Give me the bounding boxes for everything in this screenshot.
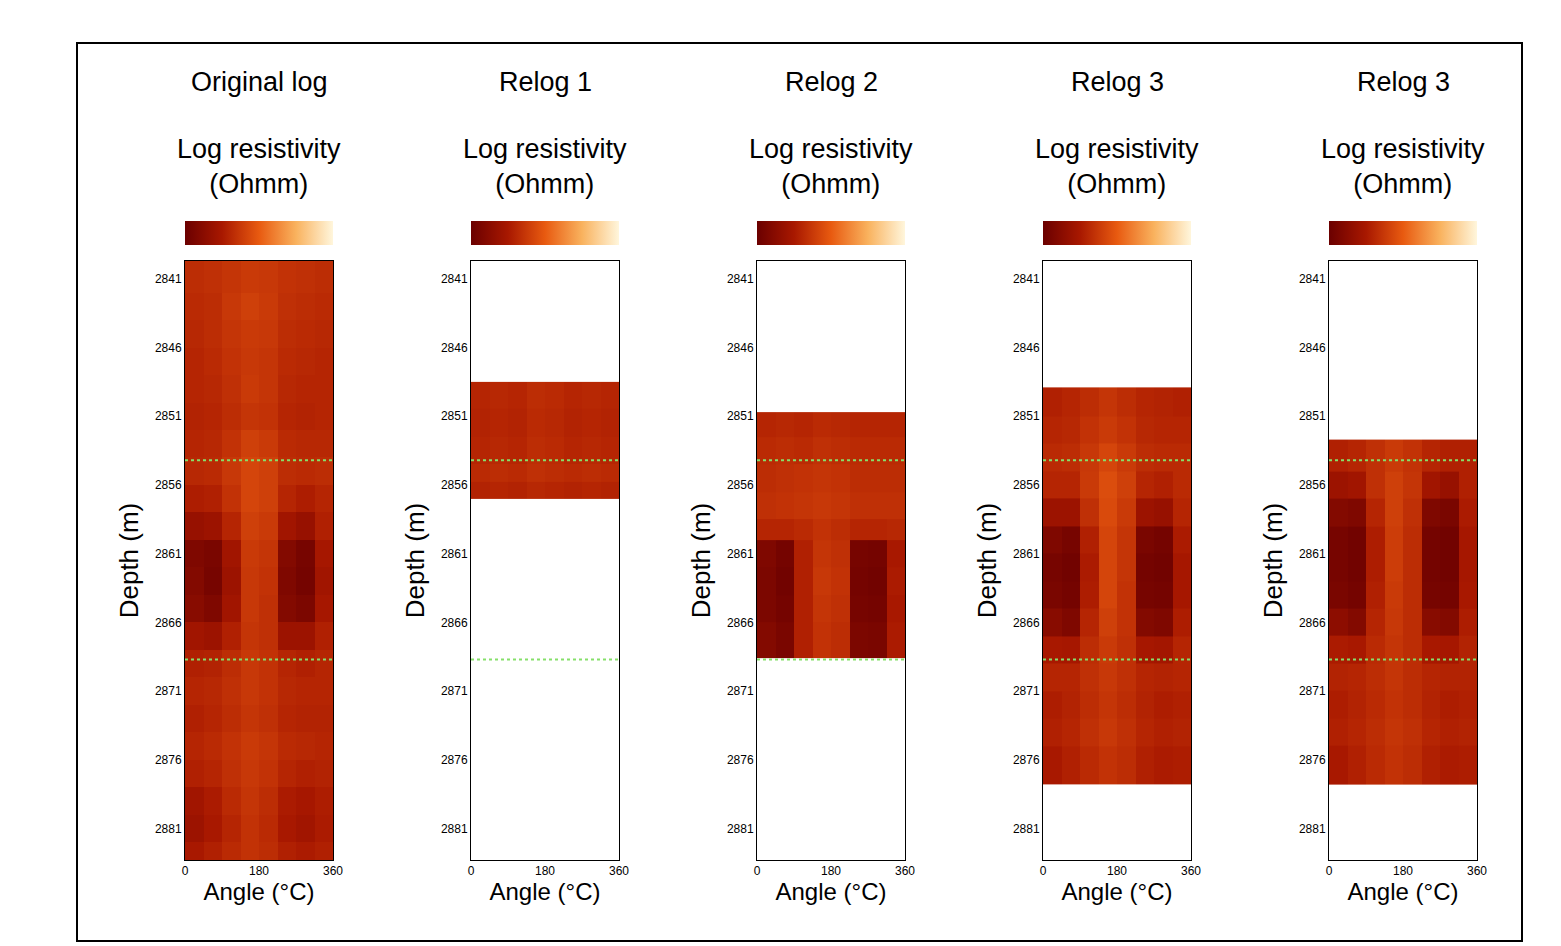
svg-text:Log resistivity(Ohmm): Log resistivity(Ohmm) [749,134,913,199]
svg-text:2856: 2856 [441,478,468,492]
svg-text:2866: 2866 [155,616,182,630]
svg-text:2841: 2841 [155,272,182,286]
svg-text:2866: 2866 [727,616,754,630]
svg-text:2876: 2876 [1299,753,1326,767]
svg-text:0: 0 [468,864,475,878]
svg-text:2871: 2871 [155,684,182,698]
svg-text:Angle (°C): Angle (°C) [1348,878,1459,905]
svg-text:2876: 2876 [727,753,754,767]
svg-text:2871: 2871 [1013,684,1040,698]
svg-text:Depth (m): Depth (m) [686,503,716,619]
svg-text:2856: 2856 [155,478,182,492]
svg-text:Relog 3: Relog 3 [1357,67,1450,97]
svg-text:2856: 2856 [1299,478,1326,492]
svg-text:Log resistivity(Ohmm): Log resistivity(Ohmm) [1321,134,1485,199]
svg-text:2846: 2846 [1299,341,1326,355]
svg-text:2841: 2841 [441,272,468,286]
svg-text:2861: 2861 [727,547,754,561]
svg-text:Depth (m): Depth (m) [400,503,430,619]
svg-text:2851: 2851 [1013,409,1040,423]
svg-text:Log resistivity(Ohmm): Log resistivity(Ohmm) [177,134,341,199]
svg-text:2871: 2871 [441,684,468,698]
svg-text:2881: 2881 [441,822,468,836]
svg-text:2861: 2861 [1299,547,1326,561]
svg-text:Log resistivity(Ohmm): Log resistivity(Ohmm) [1035,134,1199,199]
svg-text:Log resistivity(Ohmm): Log resistivity(Ohmm) [463,134,627,199]
svg-text:2846: 2846 [155,341,182,355]
svg-text:2881: 2881 [1299,822,1326,836]
svg-text:2841: 2841 [1013,272,1040,286]
svg-text:2866: 2866 [441,616,468,630]
svg-text:2856: 2856 [727,478,754,492]
svg-text:2851: 2851 [155,409,182,423]
svg-text:2846: 2846 [727,341,754,355]
svg-text:Depth (m): Depth (m) [114,503,144,619]
svg-text:Depth (m): Depth (m) [1258,503,1288,619]
svg-text:Angle (°C): Angle (°C) [490,878,601,905]
svg-text:Relog 2: Relog 2 [785,67,878,97]
svg-text:Angle (°C): Angle (°C) [1062,878,1173,905]
svg-text:2846: 2846 [1013,341,1040,355]
svg-text:2841: 2841 [727,272,754,286]
svg-text:0: 0 [182,864,189,878]
svg-text:2876: 2876 [441,753,468,767]
svg-text:Angle (°C): Angle (°C) [204,878,315,905]
svg-text:360: 360 [323,864,343,878]
svg-text:2851: 2851 [441,409,468,423]
svg-text:2881: 2881 [155,822,182,836]
svg-text:180: 180 [1107,864,1127,878]
svg-text:180: 180 [1393,864,1413,878]
svg-text:0: 0 [1040,864,1047,878]
svg-text:2851: 2851 [727,409,754,423]
svg-text:Depth (m): Depth (m) [972,503,1002,619]
svg-text:2861: 2861 [1013,547,1040,561]
svg-text:2846: 2846 [441,341,468,355]
svg-text:2881: 2881 [1013,822,1040,836]
svg-text:Relog 3: Relog 3 [1071,67,1164,97]
svg-text:180: 180 [249,864,269,878]
svg-text:2866: 2866 [1299,616,1326,630]
svg-text:2841: 2841 [1299,272,1326,286]
svg-text:Relog 1: Relog 1 [499,67,592,97]
svg-text:Angle (°C): Angle (°C) [776,878,887,905]
svg-text:2871: 2871 [1299,684,1326,698]
svg-text:2866: 2866 [1013,616,1040,630]
svg-text:360: 360 [895,864,915,878]
svg-text:360: 360 [609,864,629,878]
svg-text:2861: 2861 [155,547,182,561]
svg-text:360: 360 [1467,864,1487,878]
svg-text:2871: 2871 [727,684,754,698]
svg-text:2881: 2881 [727,822,754,836]
svg-text:Original log: Original log [191,67,328,97]
svg-text:180: 180 [821,864,841,878]
svg-text:2861: 2861 [441,547,468,561]
svg-text:0: 0 [754,864,761,878]
svg-text:180: 180 [535,864,555,878]
svg-text:2851: 2851 [1299,409,1326,423]
svg-text:2876: 2876 [155,753,182,767]
svg-text:360: 360 [1181,864,1201,878]
svg-text:0: 0 [1326,864,1333,878]
svg-text:2856: 2856 [1013,478,1040,492]
svg-text:2876: 2876 [1013,753,1040,767]
